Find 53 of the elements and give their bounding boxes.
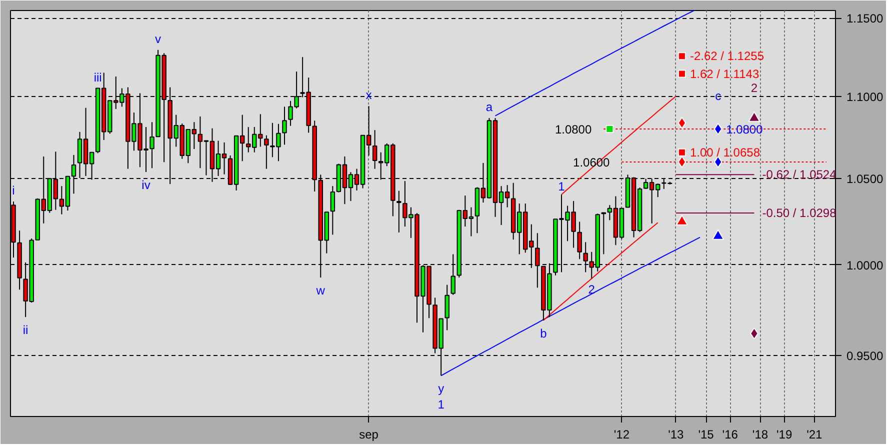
x-tick-label: '15 bbox=[698, 428, 714, 442]
annotation: 1.62 / 1.1143 bbox=[690, 66, 760, 81]
annotation: y bbox=[438, 382, 444, 396]
candlestick bbox=[444, 284, 450, 331]
point bbox=[714, 122, 722, 135]
candlestick bbox=[583, 242, 588, 273]
y-tick-label: 1.1000 bbox=[846, 90, 884, 104]
point bbox=[678, 116, 686, 129]
line-series bbox=[440, 236, 701, 376]
annotation: 2 bbox=[750, 81, 758, 96]
y-tick-label: 1.1500 bbox=[846, 12, 884, 26]
point bbox=[678, 156, 686, 168]
candlestick bbox=[535, 232, 540, 288]
annotation: 1.0800 bbox=[554, 122, 592, 136]
annotation: i bbox=[12, 184, 15, 198]
y-tick-label: 1.0500 bbox=[846, 172, 884, 186]
annotation: iii bbox=[94, 70, 102, 84]
annotation: a bbox=[486, 100, 493, 114]
x-tick-label: '16 bbox=[722, 428, 738, 442]
point bbox=[748, 111, 760, 122]
x-tick-label: '13 bbox=[668, 428, 684, 442]
annotation: -2.62 / 1.1255 bbox=[690, 49, 764, 64]
x-tick-label: '18 bbox=[752, 428, 768, 442]
annotation: 1 bbox=[438, 398, 445, 412]
point bbox=[676, 214, 688, 226]
annotation: iv bbox=[142, 178, 150, 192]
point bbox=[712, 229, 724, 240]
y-tick-label: 0.9500 bbox=[846, 348, 884, 363]
x-tick-label: '12 bbox=[614, 428, 630, 442]
annotation: w bbox=[315, 284, 326, 298]
point bbox=[678, 148, 686, 156]
candlestick bbox=[577, 221, 582, 260]
annotation: 1 bbox=[558, 180, 566, 194]
x-tick-label: sep bbox=[359, 428, 379, 442]
annotation: 2 bbox=[588, 282, 596, 296]
candlestick bbox=[282, 106, 287, 146]
point bbox=[606, 124, 614, 133]
annotation: 1.00 / 1.0658 bbox=[690, 145, 760, 160]
candlestick bbox=[396, 190, 402, 233]
annotation: v bbox=[155, 32, 162, 46]
candlestick bbox=[372, 130, 378, 170]
x-tick-label: '21 bbox=[806, 428, 823, 442]
annotation: 1.0800 bbox=[726, 122, 764, 136]
candlestick bbox=[450, 254, 456, 296]
annotation: b bbox=[540, 326, 548, 340]
candlestick bbox=[264, 134, 269, 170]
annotation: ii bbox=[22, 323, 28, 338]
y-tick-label: 1.0000 bbox=[846, 258, 884, 272]
line-series bbox=[542, 222, 658, 321]
point bbox=[678, 52, 686, 60]
point bbox=[714, 156, 722, 168]
point bbox=[678, 70, 686, 78]
x-tick-label: '19 bbox=[776, 428, 792, 442]
